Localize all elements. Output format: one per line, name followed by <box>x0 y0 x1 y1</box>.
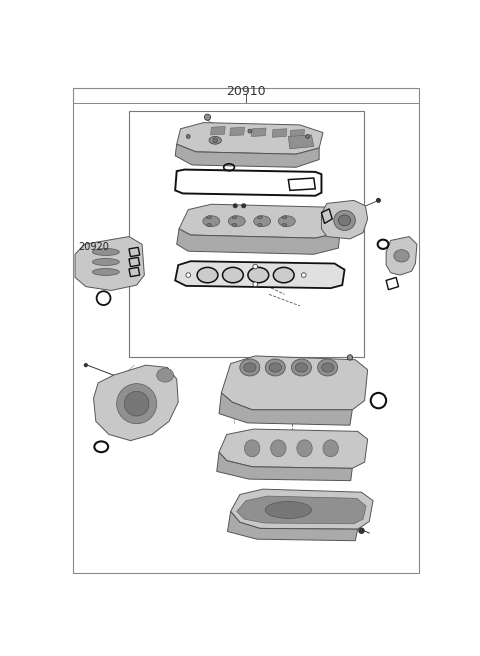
Circle shape <box>376 199 380 202</box>
Circle shape <box>306 134 310 138</box>
Polygon shape <box>179 204 345 238</box>
Polygon shape <box>94 365 178 441</box>
Polygon shape <box>237 496 366 523</box>
Ellipse shape <box>338 215 351 226</box>
Polygon shape <box>290 129 304 138</box>
Ellipse shape <box>323 440 338 457</box>
Ellipse shape <box>297 440 312 457</box>
Ellipse shape <box>282 216 287 219</box>
Circle shape <box>248 129 252 133</box>
Circle shape <box>253 282 258 287</box>
Ellipse shape <box>207 216 211 219</box>
Circle shape <box>204 114 211 120</box>
Polygon shape <box>211 127 225 135</box>
Polygon shape <box>175 261 345 288</box>
Ellipse shape <box>92 258 120 266</box>
Polygon shape <box>217 452 352 481</box>
Ellipse shape <box>334 211 355 230</box>
Polygon shape <box>175 144 319 167</box>
Circle shape <box>242 204 246 208</box>
Polygon shape <box>177 229 340 255</box>
Ellipse shape <box>92 249 120 255</box>
Polygon shape <box>288 135 314 149</box>
Ellipse shape <box>223 268 243 283</box>
Ellipse shape <box>207 224 211 226</box>
Ellipse shape <box>258 216 262 219</box>
Ellipse shape <box>273 268 294 283</box>
Ellipse shape <box>156 368 174 382</box>
Circle shape <box>301 273 306 277</box>
Circle shape <box>213 138 217 142</box>
Ellipse shape <box>271 440 286 457</box>
Circle shape <box>84 363 87 367</box>
Ellipse shape <box>240 359 260 376</box>
Polygon shape <box>219 393 352 425</box>
Circle shape <box>233 204 237 208</box>
Ellipse shape <box>322 363 334 372</box>
Ellipse shape <box>244 363 256 372</box>
Ellipse shape <box>124 392 149 416</box>
Ellipse shape <box>291 359 312 376</box>
Ellipse shape <box>244 440 260 457</box>
Polygon shape <box>221 356 368 410</box>
Ellipse shape <box>197 268 218 283</box>
Ellipse shape <box>282 224 287 226</box>
Ellipse shape <box>232 216 237 219</box>
Ellipse shape <box>265 501 312 518</box>
Ellipse shape <box>318 359 337 376</box>
Ellipse shape <box>92 268 120 276</box>
Circle shape <box>186 134 190 138</box>
Polygon shape <box>228 512 358 541</box>
Circle shape <box>253 264 258 269</box>
Ellipse shape <box>117 384 156 424</box>
Circle shape <box>347 355 353 360</box>
Ellipse shape <box>203 216 220 226</box>
Ellipse shape <box>209 136 221 144</box>
Ellipse shape <box>228 216 245 226</box>
Text: 20910: 20910 <box>226 85 266 98</box>
Ellipse shape <box>248 268 269 283</box>
Polygon shape <box>322 200 368 239</box>
Ellipse shape <box>394 250 409 262</box>
Ellipse shape <box>232 224 237 226</box>
Polygon shape <box>272 129 287 137</box>
Ellipse shape <box>265 359 285 376</box>
Polygon shape <box>219 429 368 468</box>
Ellipse shape <box>254 216 271 226</box>
Polygon shape <box>230 127 244 136</box>
Polygon shape <box>75 237 144 291</box>
Ellipse shape <box>278 216 295 226</box>
Bar <box>129 111 364 358</box>
Circle shape <box>359 528 364 533</box>
Polygon shape <box>252 128 266 136</box>
Polygon shape <box>177 123 323 154</box>
Ellipse shape <box>295 363 308 372</box>
Polygon shape <box>230 489 373 529</box>
Ellipse shape <box>258 224 262 226</box>
Ellipse shape <box>269 363 281 372</box>
Circle shape <box>186 273 191 277</box>
Text: 20920: 20920 <box>78 241 109 252</box>
Polygon shape <box>386 237 417 275</box>
